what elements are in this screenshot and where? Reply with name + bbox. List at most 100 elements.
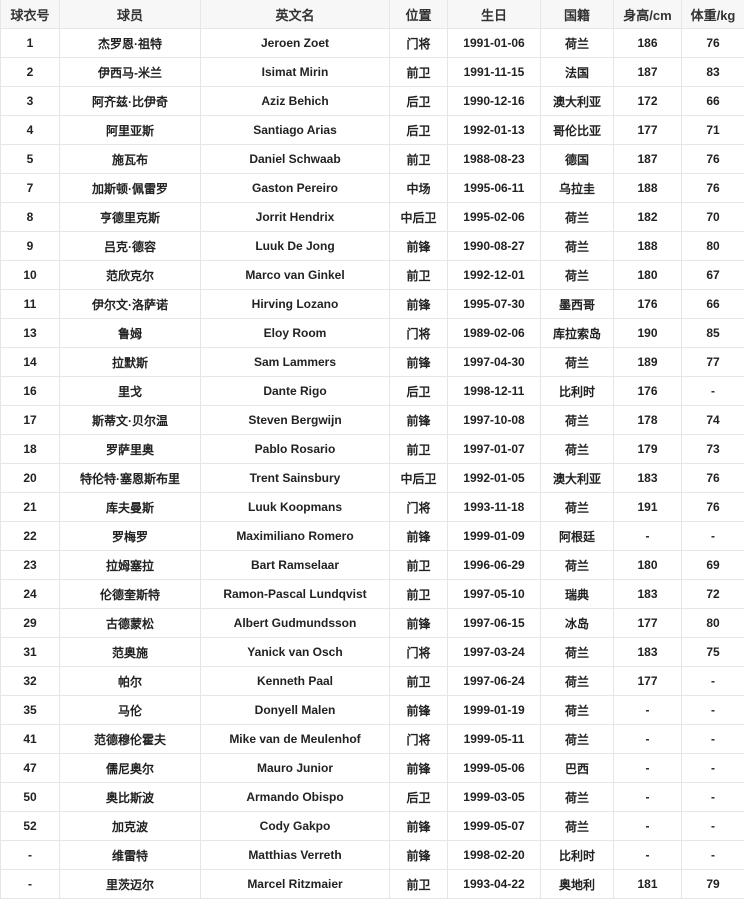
table-row: 13 鲁姆 Eloy Room 门将 1989-02-06 库拉索岛 190 85	[0, 318, 744, 348]
cell-height: 178	[613, 405, 682, 435]
cell-nationality: 乌拉圭	[540, 173, 614, 203]
cell-position: 前卫	[389, 144, 448, 174]
cell-jersey-number: 11	[0, 289, 60, 319]
column-header-weight: 体重/kg	[681, 0, 744, 29]
cell-nationality: 荷兰	[540, 434, 614, 464]
cell-jersey-number: 1	[0, 28, 60, 58]
cell-jersey-number: 41	[0, 724, 60, 754]
cell-nationality: 荷兰	[540, 724, 614, 754]
cell-player-name-en: Gaston Pereiro	[200, 173, 390, 203]
table-row: - 里茨迈尔 Marcel Ritzmaier 前卫 1993-04-22 奥地利 181 7…	[0, 869, 744, 899]
cell-position: 前锋	[389, 405, 448, 435]
cell-nationality: 荷兰	[540, 202, 614, 232]
cell-position: 前锋	[389, 840, 448, 870]
cell-birthday: 1997-06-24	[447, 666, 541, 696]
table-row: 29 古德蒙松 Albert Gudmundsson 前锋 1997-06-15 冰岛 17…	[0, 608, 744, 638]
cell-height: 179	[613, 434, 682, 464]
table-row: 21 库夫曼斯 Luuk Koopmans 门将 1993-11-18 荷兰 191 76	[0, 492, 744, 522]
cell-nationality: 荷兰	[540, 811, 614, 841]
cell-height: 190	[613, 318, 682, 348]
cell-weight: -	[681, 811, 744, 841]
table-row: 2 伊西马-米兰 Isimat Mirin 前卫 1991-11-15 法国 187 83	[0, 57, 744, 87]
cell-player-name-cn: 范奥施	[59, 637, 201, 667]
cell-player-name-cn: 维雷特	[59, 840, 201, 870]
table-row: 8 亨德里克斯 Jorrit Hendrix 中后卫 1995-02-06 荷兰 182 70	[0, 202, 744, 232]
cell-nationality: 荷兰	[540, 231, 614, 261]
cell-nationality: 瑞典	[540, 579, 614, 609]
cell-jersey-number: 47	[0, 753, 60, 783]
cell-height: 183	[613, 579, 682, 609]
cell-birthday: 1997-05-10	[447, 579, 541, 609]
table-row: 10 范欣克尔 Marco van Ginkel 前卫 1992-12-01 荷兰 180 6…	[0, 260, 744, 290]
cell-player-name-en: Donyell Malen	[200, 695, 390, 725]
cell-height: 186	[613, 28, 682, 58]
cell-birthday: 1992-12-01	[447, 260, 541, 290]
cell-height: 172	[613, 86, 682, 116]
cell-nationality: 荷兰	[540, 637, 614, 667]
cell-player-name-cn: 古德蒙松	[59, 608, 201, 638]
cell-player-name-en: Marco van Ginkel	[200, 260, 390, 290]
cell-jersey-number: 35	[0, 695, 60, 725]
cell-position: 前锋	[389, 608, 448, 638]
cell-player-name-cn: 拉默斯	[59, 347, 201, 377]
cell-weight: -	[681, 376, 744, 406]
column-header-player-name-en: 英文名	[200, 0, 390, 29]
cell-position: 前锋	[389, 289, 448, 319]
cell-nationality: 荷兰	[540, 782, 614, 812]
cell-birthday: 1997-10-08	[447, 405, 541, 435]
cell-nationality: 德国	[540, 144, 614, 174]
cell-player-name-en: Marcel Ritzmaier	[200, 869, 390, 899]
cell-nationality: 比利时	[540, 840, 614, 870]
cell-player-name-cn: 吕克·德容	[59, 231, 201, 261]
cell-player-name-en: Daniel Schwaab	[200, 144, 390, 174]
cell-weight: 67	[681, 260, 744, 290]
cell-weight: 72	[681, 579, 744, 609]
cell-player-name-cn: 里茨迈尔	[59, 869, 201, 899]
cell-nationality: 荷兰	[540, 260, 614, 290]
cell-weight: 75	[681, 637, 744, 667]
table-row: 1 杰罗恩·祖特 Jeroen Zoet 门将 1991-01-06 荷兰 186 76	[0, 28, 744, 58]
cell-player-name-en: Matthias Verreth	[200, 840, 390, 870]
cell-jersey-number: 5	[0, 144, 60, 174]
cell-position: 门将	[389, 492, 448, 522]
cell-player-name-en: Armando Obispo	[200, 782, 390, 812]
table-row: 16 里戈 Dante Rigo 后卫 1998-12-11 比利时 176-	[0, 376, 744, 406]
cell-player-name-cn: 伦德奎斯特	[59, 579, 201, 609]
cell-height: 183	[613, 463, 682, 493]
cell-weight: -	[681, 753, 744, 783]
cell-player-name-cn: 鲁姆	[59, 318, 201, 348]
cell-position: 后卫	[389, 115, 448, 145]
table-row: 35 马伦 Donyell Malen 前锋 1999-01-19 荷兰 - -	[0, 695, 744, 725]
cell-player-name-en: Bart Ramselaar	[200, 550, 390, 580]
cell-nationality: 比利时	[540, 376, 614, 406]
cell-position: 后卫	[389, 86, 448, 116]
cell-height: -	[613, 782, 682, 812]
cell-weight: -	[681, 782, 744, 812]
cell-player-name-cn: 库夫曼斯	[59, 492, 201, 522]
cell-player-name-en: Isimat Mirin	[200, 57, 390, 87]
cell-weight: 77	[681, 347, 744, 377]
table-row: 50 奥比斯波 Armando Obispo 后卫 1999-03-05 荷兰 - -	[0, 782, 744, 812]
cell-player-name-cn: 特伦特·塞恩斯布里	[59, 463, 201, 493]
cell-position: 门将	[389, 724, 448, 754]
cell-player-name-cn: 伊西马-米兰	[59, 57, 201, 87]
cell-position: 前锋	[389, 695, 448, 725]
cell-weight: 80	[681, 608, 744, 638]
cell-player-name-en: Eloy Room	[200, 318, 390, 348]
cell-position: 中场	[389, 173, 448, 203]
cell-nationality: 荷兰	[540, 405, 614, 435]
cell-birthday: 1999-05-07	[447, 811, 541, 841]
cell-jersey-number: 29	[0, 608, 60, 638]
cell-weight: 69	[681, 550, 744, 580]
cell-birthday: 1989-02-06	[447, 318, 541, 348]
table-row: 23 拉姆塞拉 Bart Ramselaar 前卫 1996-06-29 荷兰 180 69	[0, 550, 744, 580]
cell-player-name-cn: 奥比斯波	[59, 782, 201, 812]
cell-jersey-number: -	[0, 869, 60, 899]
cell-position: 前卫	[389, 57, 448, 87]
cell-height: -	[613, 521, 682, 551]
table-row: 18 罗萨里奥 Pablo Rosario 前卫 1997-01-07 荷兰 179 73	[0, 434, 744, 464]
cell-height: 176	[613, 289, 682, 319]
table-row: 24 伦德奎斯特 Ramon-Pascal Lundqvist 前卫 1997-05-1…	[0, 579, 744, 609]
cell-height: 187	[613, 144, 682, 174]
cell-nationality: 荷兰	[540, 347, 614, 377]
